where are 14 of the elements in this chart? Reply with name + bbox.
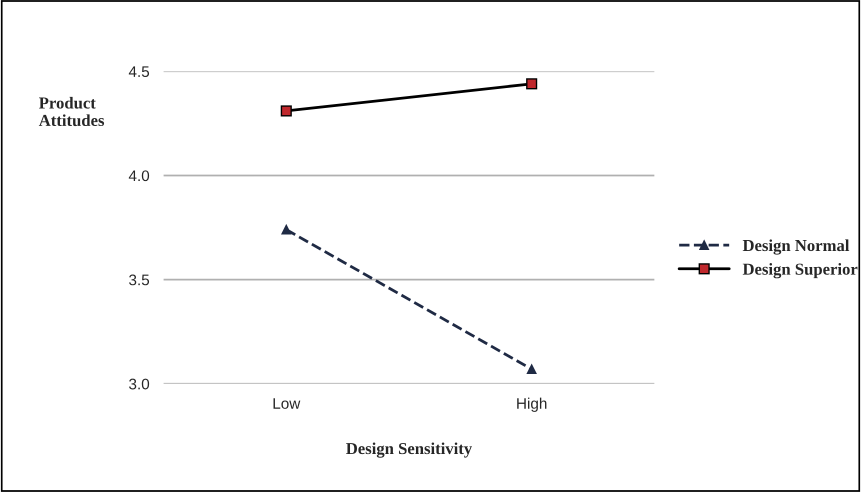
y-tick-label: 3.5 (129, 274, 150, 286)
x-tick-label: High (517, 398, 546, 412)
y-tick-label: 4.5 (128, 66, 150, 78)
y-axis-title: Product Attitudes (38, 96, 104, 126)
x-tick-label: Low (274, 398, 300, 409)
point (526, 78, 538, 90)
y-tick-label: 4.0 (128, 170, 150, 182)
point (281, 224, 292, 234)
legend-label: Design Normal (742, 239, 850, 255)
y-tick-label: 3.0 (129, 378, 150, 390)
x-axis-title: Design Sensitivity (346, 442, 472, 458)
legend-label: Design Superior (742, 263, 858, 278)
point (280, 105, 292, 116)
point (526, 364, 537, 374)
